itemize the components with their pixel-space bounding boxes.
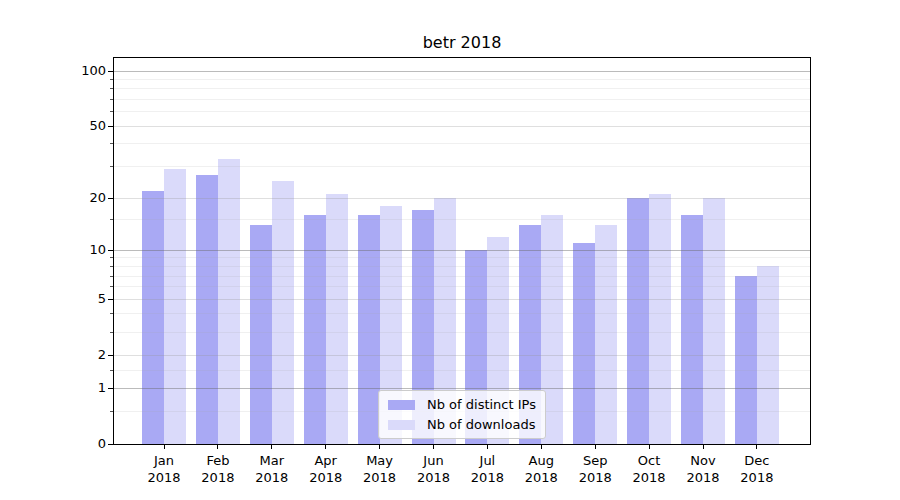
xtick-sep: [595, 445, 596, 449]
ylabel-100: 100: [0, 63, 106, 79]
xtick-mar: [271, 445, 272, 449]
bar-distinct-ips-oct: [627, 198, 649, 444]
xlabel-dec: Dec 2018: [725, 452, 789, 486]
gridline-y-5: [114, 299, 810, 300]
gridline-y-2: [114, 355, 810, 356]
gridline-y-1.5: [114, 370, 810, 371]
ytick-minor-40: [110, 143, 113, 144]
ytick-50: [108, 126, 113, 127]
ylabel-1: 1: [0, 380, 106, 396]
bar-distinct-ips-feb: [196, 175, 218, 444]
ylabel-5: 5: [0, 291, 106, 307]
bar-distinct-ips-dec: [735, 276, 757, 444]
ytick-5: [108, 299, 113, 300]
gridline-y-3: [114, 332, 810, 333]
gridline-y-70: [114, 99, 810, 100]
legend-row-downloads: Nb of downloads: [388, 417, 536, 432]
bar-downloads-jan: [164, 169, 186, 444]
gridline-y-30: [114, 166, 810, 167]
xtick-may: [379, 445, 380, 449]
gridline-y-10: [114, 250, 810, 251]
xtick-jun: [433, 445, 434, 449]
ytick-minor-6: [110, 286, 113, 287]
xtick-apr: [325, 445, 326, 449]
bar-downloads-nov: [703, 198, 725, 444]
ytick-minor-3: [110, 332, 113, 333]
ytick-minor-9: [110, 257, 113, 258]
gridline-y-4: [114, 313, 810, 314]
gridline-y-100: [114, 71, 810, 72]
gridline-y-60: [114, 111, 810, 112]
ytick-0: [108, 444, 113, 445]
ylabel-0: 0: [0, 436, 106, 452]
legend-swatch-downloads: [388, 420, 415, 430]
ytick-minor-8: [110, 266, 113, 267]
bar-distinct-ips-jan: [142, 191, 164, 444]
ytick-minor-4: [110, 313, 113, 314]
ytick-minor-0.5: [110, 411, 113, 412]
chart-title: betr 2018: [113, 33, 811, 52]
ytick-minor-7: [110, 276, 113, 277]
ytick-2: [108, 355, 113, 356]
ylabel-50: 50: [0, 118, 106, 134]
ytick-minor-60: [110, 111, 113, 112]
figure: betr 2018 Nb of distinct IPs Nb of downl…: [0, 0, 900, 500]
gridline-y-15: [114, 219, 810, 220]
ytick-10: [108, 250, 113, 251]
gridline-y-20: [114, 198, 810, 199]
xtick-dec: [756, 445, 757, 449]
ylabel-10: 10: [0, 242, 106, 258]
xtick-oct: [649, 445, 650, 449]
gridline-y-40: [114, 143, 810, 144]
gridline-y-6: [114, 286, 810, 287]
xtick-nov: [703, 445, 704, 449]
gridline-y-1: [114, 388, 810, 389]
bar-downloads-feb: [218, 159, 240, 444]
gridline-y-7: [114, 276, 810, 277]
ytick-100: [108, 71, 113, 72]
gridline-y-90: [114, 79, 810, 80]
xtick-aug: [541, 445, 542, 449]
legend: Nb of distinct IPs Nb of downloads: [378, 390, 546, 439]
legend-label-downloads: Nb of downloads: [427, 417, 535, 432]
ytick-minor-30: [110, 166, 113, 167]
ytick-minor-15: [110, 219, 113, 220]
ytick-minor-1.5: [110, 370, 113, 371]
xtick-feb: [217, 445, 218, 449]
ytick-20: [108, 198, 113, 199]
bar-downloads-oct: [649, 194, 671, 444]
ytick-minor-70: [110, 99, 113, 100]
bar-downloads-apr: [326, 194, 348, 444]
legend-row-distinct-ips: Nb of distinct IPs: [388, 397, 536, 412]
bar-distinct-ips-sep: [573, 243, 595, 444]
xtick-jul: [487, 445, 488, 449]
plot-area: Nb of distinct IPs Nb of downloads: [113, 57, 811, 445]
ylabel-2: 2: [0, 347, 106, 363]
xtick-jan: [164, 445, 165, 449]
ytick-1: [108, 388, 113, 389]
ytick-minor-90: [110, 79, 113, 80]
ylabel-20: 20: [0, 190, 106, 206]
legend-label-distinct-ips: Nb of distinct IPs: [427, 397, 536, 412]
gridline-y-50: [114, 126, 810, 127]
gridline-y-80: [114, 88, 810, 89]
gridline-y-8: [114, 266, 810, 267]
ytick-minor-80: [110, 88, 113, 89]
gridline-y-9: [114, 257, 810, 258]
legend-swatch-distinct-ips: [388, 400, 415, 410]
